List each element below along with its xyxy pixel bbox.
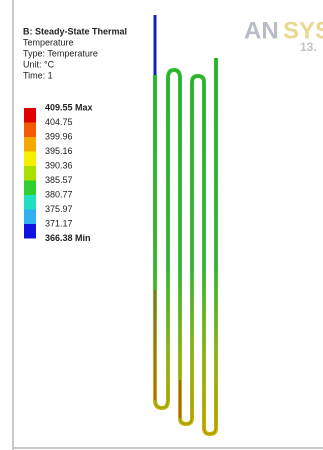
legend-label: 390.36 [45, 160, 73, 170]
viewport: B: Steady-State Thermal TemperatureType:… [0, 0, 323, 450]
result-title: B: Steady-State Thermal [23, 26, 127, 36]
legend-label: 404.75 [45, 117, 73, 127]
legend-label: 371.17 [45, 218, 73, 228]
legend-swatch [24, 137, 36, 152]
legend-label: 409.55 Max [45, 102, 93, 112]
legend-swatch [24, 224, 36, 239]
legend-swatch [24, 181, 36, 196]
header-line: Type: Temperature [23, 48, 98, 58]
header-line: Temperature [23, 37, 74, 47]
legend-label: 380.77 [45, 189, 73, 199]
header-line: Time: 1 [23, 70, 53, 80]
legend-swatch [24, 210, 36, 225]
legend-swatch [24, 195, 36, 210]
legend-label: 366.38 Min [45, 233, 91, 243]
legend-swatch [24, 152, 36, 167]
legend-swatch [24, 123, 36, 138]
legend-label: 399.96 [45, 131, 73, 141]
header-line: Unit: °C [23, 59, 55, 69]
legend-swatch [24, 108, 36, 123]
logo-version: 13. [300, 40, 317, 54]
legend-label: 375.97 [45, 204, 73, 214]
legend-label: 385.57 [45, 175, 73, 185]
legend-label: 395.16 [45, 146, 73, 156]
logo-an: AN [244, 17, 279, 44]
legend-swatch [24, 166, 36, 181]
